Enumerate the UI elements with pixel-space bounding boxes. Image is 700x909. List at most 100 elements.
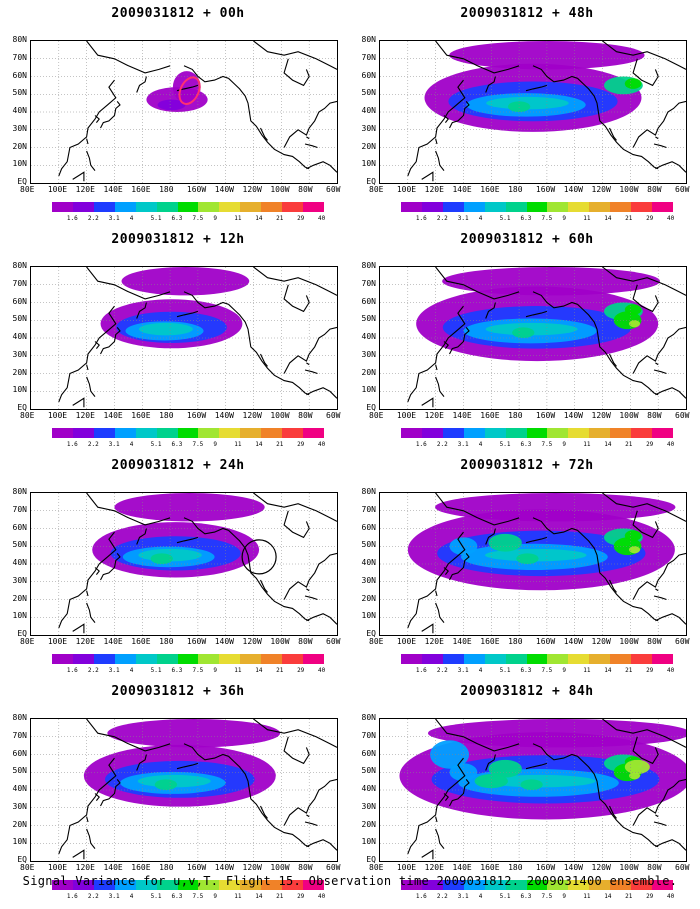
colorbar-label: 14 [255,667,263,674]
colorbar-swatch [303,654,324,664]
colorbar-swatch [610,428,632,438]
latitude-label: 40N [12,106,27,115]
colorbar-swatch [303,428,324,438]
longitude-label: 160E [480,637,500,646]
colorbar-swatch [114,202,136,212]
coastline [525,84,548,92]
variance-map [380,719,686,861]
colorbar-label: 21 [276,215,284,222]
longitude-label: 80W [647,185,662,194]
colorbar-label: 2.2 [87,215,99,222]
latitude-label: 80N [12,713,27,722]
longitude-label: 160E [480,411,500,420]
coastline [94,115,100,123]
colorbar-label: 40 [318,441,326,448]
latitude-label: 60N [12,296,27,306]
coastline [306,814,310,818]
colorbar [401,880,673,890]
variance-contour [154,779,178,790]
latitude-label: 60N [12,522,27,532]
latitude-label: 80N [361,487,376,496]
colorbar-label: 14 [604,215,612,222]
coastline [421,623,434,634]
longitude-label: 100W [619,411,639,420]
colorbar-label: 4 [129,893,134,900]
coastline [655,613,686,625]
longitude-label: 80W [647,863,662,872]
coastline [609,127,617,141]
colorbar-label: 9 [213,667,217,674]
colorbar-swatch [177,202,199,212]
latitude-label: 10N [361,385,376,395]
variance-map [31,719,337,861]
colorbar-label: 29 [646,667,654,674]
longitude-label: 160W [186,863,207,872]
colorbar-label: 29 [646,893,654,900]
coastline [602,41,686,70]
latitude-label: 50N [12,540,27,550]
longitude-label: 140E [103,863,123,872]
latitude-label: EQ [366,403,376,412]
longitude-label: 120E [75,637,95,646]
variance-contour [485,548,587,562]
colorbar-swatch [589,654,611,664]
longitude-label: 100E [47,185,68,194]
colorbar-label: 14 [255,893,263,900]
longitude-label: 140W [563,637,583,646]
longitude-label: 140E [103,185,123,194]
coastline [632,58,659,87]
colorbar-swatch [177,880,199,890]
colorbar-label: 5.1 [499,893,511,900]
colorbar-swatch [282,654,304,664]
latitude-label: EQ [366,177,376,186]
latitude-label: EQ [366,629,376,638]
latitude-label: 20N [361,141,376,151]
latitude-label: 10N [12,611,27,621]
colorbar-swatch [240,202,262,212]
colorbar-label: 5.1 [150,215,162,222]
variance-contour [107,719,281,748]
latitude-label: 50N [12,314,27,324]
coastline [86,364,89,371]
longitude-label: 140W [214,863,234,872]
colorbar-swatch [261,428,283,438]
colorbar-label: 1.6 [415,667,427,674]
latitude-label: 70N [361,504,376,514]
variance-contour [449,41,645,70]
colorbar-swatch [610,654,632,664]
colorbar-swatch [282,428,304,438]
coastline [435,719,520,752]
variance-contour [507,101,531,112]
colorbar-swatch [52,654,73,664]
colorbar-label: 2.2 [436,215,448,222]
map-area [379,718,687,862]
map-area [379,492,687,636]
coastline [176,310,199,318]
longitude-label: 160E [131,185,151,194]
colorbar-label: 40 [318,215,326,222]
colorbar-label: 29 [646,441,654,448]
coastline [253,41,337,70]
colorbar [52,654,324,664]
colorbar-label: 7.5 [192,215,204,222]
colorbar-swatch [240,654,262,664]
coastline [136,754,147,771]
colorbar-label: 2.2 [436,441,448,448]
latitude-label: 40N [361,332,376,341]
colorbar-label: 9 [562,441,566,448]
colorbar-swatch [219,880,241,890]
colorbar-swatch [52,428,73,438]
longitude-label: 140W [563,185,583,194]
map-panel-84h: 2009031812 + 84h 80N 70N 60N 50N 40N 30N 20N 10… [357,684,697,909]
coastline [306,136,310,140]
coastline [304,821,318,827]
colorbar [401,428,673,438]
longitude-label: 80E [20,411,35,420]
colorbar-swatch [442,654,464,664]
latitude-label: 50N [12,88,27,98]
colorbar-label: 2.2 [436,893,448,900]
coastline [260,805,268,819]
latitude-label: 60N [12,70,27,80]
longitude-label: 120E [75,411,95,420]
latitude-label: 70N [12,52,27,62]
